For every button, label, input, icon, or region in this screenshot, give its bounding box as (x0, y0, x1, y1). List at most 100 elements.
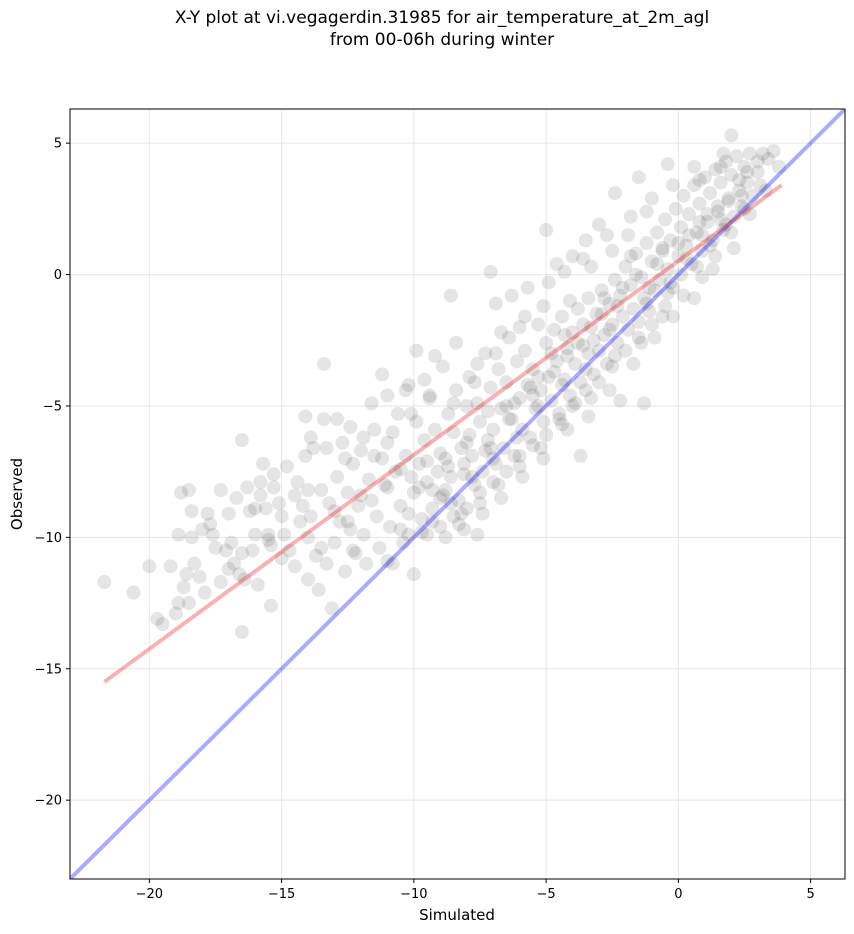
scatter-point (758, 183, 773, 198)
scatter-point (332, 514, 347, 529)
scatter-point (435, 488, 450, 503)
scatter-point (301, 483, 316, 498)
scatter-point (353, 488, 368, 503)
scatter-point (666, 309, 681, 324)
scatter-point (438, 451, 453, 466)
scatter-point (539, 335, 554, 350)
scatter-point (700, 215, 715, 230)
scatter-point (433, 446, 448, 461)
scatter-point (674, 220, 689, 235)
scatter-point (525, 438, 540, 453)
scatter-point (578, 383, 593, 398)
scatter-point (459, 435, 474, 450)
scatter-point (504, 412, 519, 427)
scatter-point (279, 459, 294, 474)
scatter-point (338, 564, 353, 579)
scatter-point (610, 335, 625, 350)
scatter-point (705, 233, 720, 248)
scatter-point (629, 267, 644, 282)
scatter-point (602, 296, 617, 311)
scatter-point (655, 241, 670, 256)
x-tick-label: −5 (537, 887, 556, 902)
scatter-point (621, 228, 636, 243)
scatter-point (576, 251, 591, 266)
scatter-point (480, 433, 495, 448)
scatter-point (388, 464, 403, 479)
scatter-point (549, 257, 564, 272)
scatter-point (681, 228, 696, 243)
scatter-point (570, 335, 585, 350)
scatter-point (552, 406, 567, 421)
scatter-point (636, 291, 651, 306)
scatter-point (674, 267, 689, 282)
scatter-point (668, 201, 683, 216)
scatter-point (480, 404, 495, 419)
scatter-point (248, 501, 263, 516)
scatter-point (618, 343, 633, 358)
scatter-point (708, 249, 723, 264)
scatter-point (629, 246, 644, 261)
scatter-point (351, 498, 366, 513)
regression-line (103, 183, 783, 684)
y-axis-label: Observed (8, 458, 26, 530)
scatter-point (623, 278, 638, 293)
scatter-point (536, 451, 551, 466)
scatter-point (449, 383, 464, 398)
scatter-point (658, 299, 673, 314)
plot-frame (69, 108, 846, 880)
scatter-point (597, 328, 612, 343)
scatter-point (742, 146, 757, 161)
scatter-point (666, 280, 681, 295)
x-axis-ticks: −20 −15 −10 −5 0 5 (136, 879, 815, 902)
scatter-point (454, 441, 469, 456)
scatter-point (512, 320, 527, 335)
scatter-point (443, 288, 458, 303)
scatter-point (742, 207, 757, 222)
scatter-point (248, 527, 263, 542)
scatter-point (607, 349, 622, 364)
scatter-point (462, 427, 477, 442)
scatter-point (308, 548, 323, 563)
scatter-point (586, 333, 601, 348)
scatter-point (732, 172, 747, 187)
scatter-point (454, 506, 469, 521)
scatter-point (565, 398, 580, 413)
scatter-point (584, 259, 599, 274)
scatter-point (562, 388, 577, 403)
scatter-point (626, 356, 641, 371)
scatter-point (451, 493, 466, 508)
scatter-point (610, 299, 625, 314)
scatter-point (687, 159, 702, 174)
scatter-point (417, 372, 432, 387)
x-tick-label: −20 (136, 887, 163, 902)
scatter-point (737, 201, 752, 216)
scatter-point (660, 157, 675, 172)
scatter-point (483, 380, 498, 395)
scatter-point (271, 496, 286, 511)
scatter-point (647, 283, 662, 298)
scatter-point (756, 146, 771, 161)
scatter-point (163, 559, 178, 574)
scatter-point (478, 443, 493, 458)
scatter-point (367, 448, 382, 463)
scatter-point (422, 388, 437, 403)
scatter-point (343, 522, 358, 537)
identity-line (70, 109, 845, 879)
scatter-point (478, 346, 493, 361)
scatter-point (340, 485, 355, 500)
scatter-point (451, 517, 466, 532)
scatter-point (465, 448, 480, 463)
scatter-point (406, 485, 421, 500)
scatter-point (168, 606, 183, 621)
scatter-point (639, 296, 654, 311)
scatter-point (507, 448, 522, 463)
scatter-point (266, 467, 281, 482)
scatter-point (644, 191, 659, 206)
scatter-point (676, 288, 691, 303)
scatter-point (430, 464, 445, 479)
scatter-point (338, 451, 353, 466)
scatter-point (261, 532, 276, 547)
scatter-point (581, 291, 596, 306)
scatter-point (613, 288, 628, 303)
scatter-point (716, 146, 731, 161)
